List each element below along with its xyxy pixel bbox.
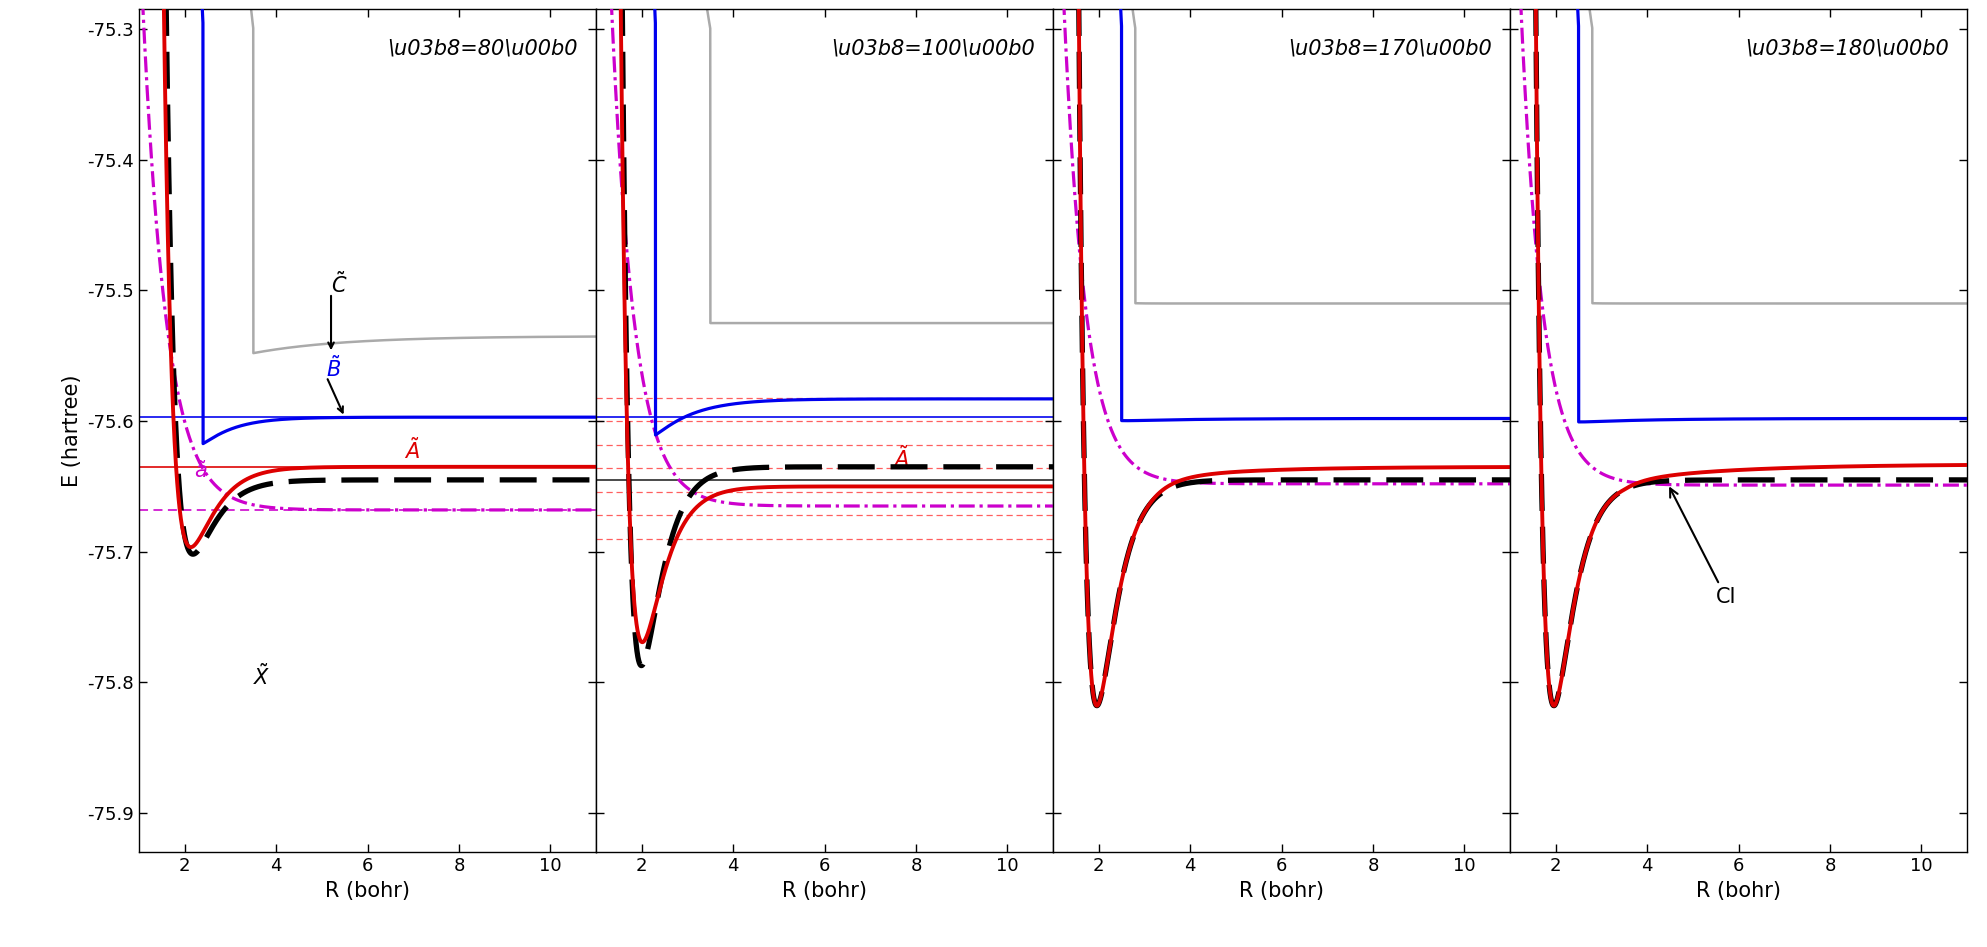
Text: \u03b8=170\u00b0: \u03b8=170\u00b0 xyxy=(1288,39,1492,59)
Y-axis label: E (hartree): E (hartree) xyxy=(62,375,81,487)
X-axis label: R (bohr): R (bohr) xyxy=(1697,881,1780,901)
Text: \u03b8=80\u00b0: \u03b8=80\u00b0 xyxy=(387,39,578,59)
Text: $\tilde{C}$: $\tilde{C}$ xyxy=(332,271,348,297)
X-axis label: R (bohr): R (bohr) xyxy=(326,881,409,901)
Text: $\tilde{A}$: $\tilde{A}$ xyxy=(894,445,910,471)
X-axis label: R (bohr): R (bohr) xyxy=(1240,881,1323,901)
Text: $\tilde{a}$: $\tilde{a}$ xyxy=(195,460,207,482)
Text: $\tilde{X}$: $\tilde{X}$ xyxy=(254,663,270,688)
Text: \u03b8=180\u00b0: \u03b8=180\u00b0 xyxy=(1745,39,1949,59)
Text: $\tilde{A}$: $\tilde{A}$ xyxy=(403,437,419,463)
Text: $\tilde{B}$: $\tilde{B}$ xyxy=(326,355,342,381)
X-axis label: R (bohr): R (bohr) xyxy=(783,881,866,901)
Text: \u03b8=100\u00b0: \u03b8=100\u00b0 xyxy=(831,39,1035,59)
Text: CI: CI xyxy=(1671,489,1737,607)
